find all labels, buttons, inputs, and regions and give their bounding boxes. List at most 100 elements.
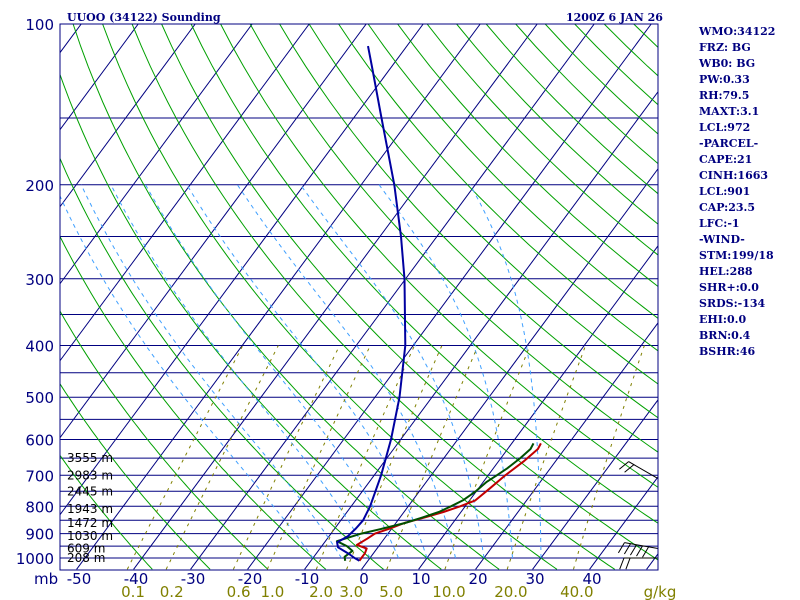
mixing-ratio-tick-label: 0.1: [121, 583, 145, 600]
mixing-ratio-line: [126, 345, 244, 570]
mixing-ratio-tick-label: 0.2: [160, 583, 184, 600]
dry-adiabat-line: [60, 157, 384, 570]
height-label: 1472 m: [67, 516, 113, 530]
dry-adiabat-line: [367, 24, 658, 320]
moist-adiabat-line: [60, 194, 314, 559]
wind-barb: [619, 557, 658, 570]
moist-adiabat-line: [80, 184, 342, 559]
pressure-unit-label: mb: [34, 570, 58, 588]
stat-item: SRDS:-134: [699, 297, 766, 310]
dry-adiabat-line: [190, 24, 658, 524]
dry-adiabat-line: [102, 24, 558, 570]
isotherm-line: [361, 167, 658, 570]
mixing-ratio-tick-label: 2.0: [309, 583, 333, 600]
isotherm-line: [0, 24, 24, 569]
dry-adiabat-line: [249, 24, 658, 453]
height-label: 1943 m: [67, 502, 113, 516]
mixing-ratio-line: [266, 345, 371, 570]
stat-item: -PARCEL-: [699, 137, 759, 150]
mixing-ratio-line: [506, 345, 587, 570]
dry-adiabat-line: [338, 24, 658, 352]
stat-item: BRN:0.4: [699, 329, 751, 342]
height-label: 2445 m: [67, 484, 113, 498]
isotherm-line: [60, 24, 253, 285]
temp-tick-label: 20: [468, 570, 487, 588]
isotherm-line: [418, 245, 658, 570]
stat-item: PW:0.33: [699, 73, 750, 86]
moist-adiabat-line: [300, 184, 485, 559]
isotherm-line: [60, 24, 196, 208]
stat-item: CAPE:21: [699, 153, 753, 166]
wind-barb-feather: [618, 461, 629, 470]
pressure-tick-label: 500: [25, 389, 54, 407]
background-grid: [0, 24, 658, 570]
stat-item: -WIND-: [699, 233, 745, 246]
isotherm-line: [60, 24, 139, 131]
wind-barb-feather: [617, 542, 625, 554]
isotherm-line: [475, 322, 658, 570]
dry-adiabat-line: [60, 310, 269, 570]
isotherm-line: [60, 24, 424, 516]
isotherm-line: [76, 24, 481, 570]
mixing-ratio-line: [573, 345, 645, 570]
wind-barb-feather: [625, 557, 631, 570]
chart-title-time: 1200Z 6 JAN 26: [566, 11, 663, 24]
dry-adiabat-line: [426, 24, 658, 256]
temp-tick-label: 10: [411, 570, 430, 588]
isotherm-line: [247, 24, 652, 570]
wind-barb: [618, 461, 659, 480]
moist-adiabat-line: [378, 184, 513, 559]
pressure-tick-label: 800: [25, 498, 54, 516]
mixing-ratio-tick-label: 0.6: [227, 583, 251, 600]
temp-tick-label: -20: [238, 570, 263, 588]
dry-adiabat-line: [60, 73, 442, 570]
stat-item: LFC:-1: [699, 217, 740, 230]
moist-adiabat-line: [236, 184, 456, 559]
wind-barb-feather: [642, 546, 650, 558]
chart-title-station: UUOO (34122) Sounding: [67, 11, 221, 24]
parcel-line: [336, 45, 407, 562]
isotherm-line: [60, 24, 367, 439]
chart-title: UUOO (34122) Sounding 1200Z 6 JAN 26: [67, 11, 663, 24]
stat-item: HEL:288: [699, 265, 753, 278]
wind-barb-feather: [636, 545, 644, 557]
pressure-tick-label: 200: [25, 177, 54, 195]
stat-item: WB0: BG: [699, 57, 756, 70]
temp-tick-label: 30: [525, 570, 544, 588]
mixing-ratio-line: [165, 345, 279, 570]
plot-frame: [59, 23, 659, 571]
moist-adiabat-line: [469, 184, 542, 558]
pressure-tick-label: 700: [25, 467, 54, 485]
wind-barb-feather: [619, 557, 625, 570]
stat-item: MAXT:3.1: [699, 105, 760, 118]
temp-tick-label: 40: [582, 570, 601, 588]
stat-item: WMO:34122: [699, 25, 776, 38]
stat-item: CINH:1663: [699, 169, 769, 182]
height-label: 208 m: [67, 551, 105, 565]
dry-adiabat-line: [72, 24, 500, 570]
dry-adiabat-line: [220, 24, 658, 488]
dry-adiabat-line: [279, 24, 658, 419]
dry-adiabat-line: [308, 24, 658, 385]
temp-tick-label: -30: [181, 570, 206, 588]
wind-barb-feather: [624, 464, 635, 473]
mixing-ratio-tick-label: 5.0: [379, 583, 403, 600]
mixing-ratio-tick-label: 10.0: [432, 583, 465, 600]
dry-adiabat-line: [60, 382, 211, 570]
mixing-ratio-line: [232, 345, 340, 570]
mixing-ratio-tick-label: 20.0: [494, 583, 527, 600]
dry-adiabat-line: [60, 235, 327, 570]
sounding-profiles: [335, 45, 542, 562]
isotherm-line: [190, 24, 595, 570]
stat-item: STM:199/18: [699, 249, 774, 262]
pressure-tick-label: 400: [25, 338, 54, 356]
mixing-ratio-unit-label: g/kg: [644, 583, 677, 600]
pressure-tick-label: 1000: [16, 550, 54, 568]
mixing-ratio-line: [346, 345, 443, 570]
pressure-tick-label: 100: [25, 16, 54, 34]
isotherm-line: [60, 24, 310, 362]
height-label: 3555 m: [67, 451, 113, 465]
stat-item: FRZ: BG: [699, 41, 751, 54]
